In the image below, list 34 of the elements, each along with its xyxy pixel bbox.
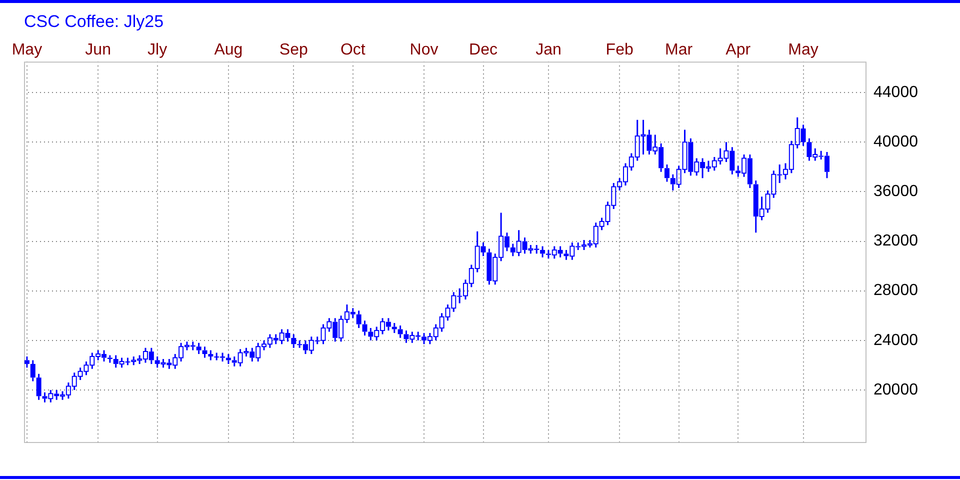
x-tick-label: Jun <box>85 41 111 58</box>
candlestick <box>208 350 214 361</box>
candlestick <box>226 353 231 365</box>
candlestick <box>196 342 202 355</box>
candlestick <box>664 164 670 183</box>
x-tick-label: Oct <box>340 41 366 58</box>
candlestick <box>30 359 36 382</box>
x-tick-label: Nov <box>410 41 438 58</box>
x-tick-label: Feb <box>606 41 634 58</box>
candlestick <box>202 346 208 358</box>
x-tick-label: Dec <box>469 41 498 58</box>
x-tick-label: Mar <box>665 41 694 58</box>
x-tick-label: May <box>12 41 42 58</box>
y-tick-label: 40000 <box>874 134 918 151</box>
x-tick-label: Sep <box>279 41 308 58</box>
y-tick-label: 24000 <box>874 332 918 349</box>
x-tick-label: Jan <box>536 41 562 58</box>
x-tick-label: Aug <box>214 41 243 58</box>
y-tick-label: 44000 <box>874 84 918 101</box>
candlestick <box>362 320 368 336</box>
y-tick-label: 20000 <box>874 381 918 398</box>
candlestick <box>398 324 403 339</box>
chart-title: CSC Coffee: Jly25 <box>24 12 164 31</box>
x-tick-label: Apr <box>726 41 752 58</box>
y-tick-label: 32000 <box>874 232 918 250</box>
candlestick <box>356 310 362 329</box>
x-tick-label: May <box>788 41 818 58</box>
candlestick <box>36 373 42 401</box>
candlestick <box>24 356 30 368</box>
x-tick-label: Jly <box>148 41 168 58</box>
y-tick-label: 36000 <box>874 183 918 200</box>
y-tick-label: 28000 <box>874 282 918 300</box>
candlestick <box>291 333 296 349</box>
candlestick <box>540 245 546 258</box>
